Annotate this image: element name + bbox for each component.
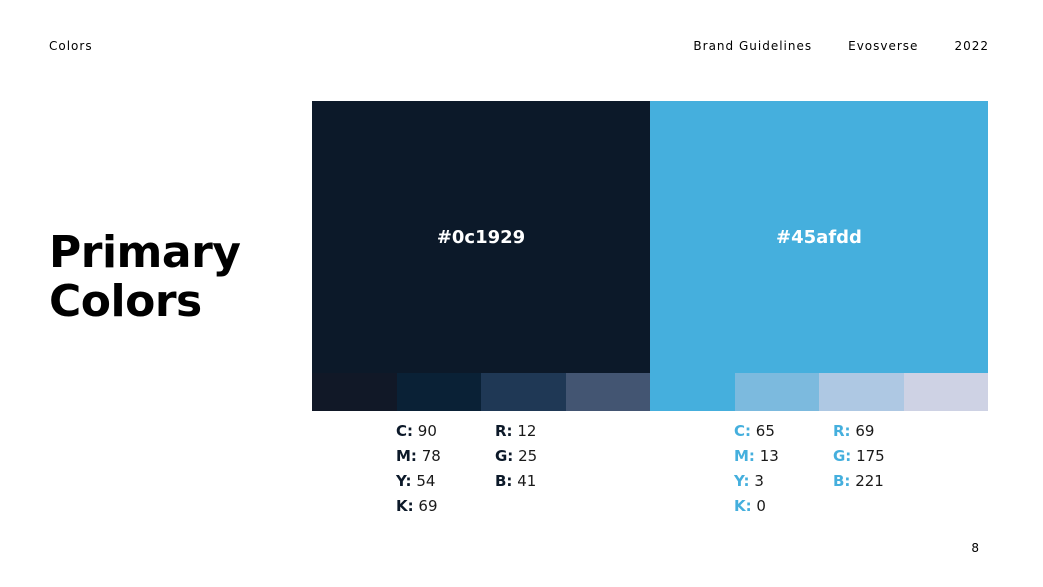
tint-swatch [396,373,481,411]
cmyk-k: K: 0 [734,497,766,515]
header-meta: Brand Guidelines Evosverse 2022 [693,39,989,53]
tint-swatch [650,373,735,411]
page-title-line2: Colors [49,276,202,327]
rgb-values: R: 69 G: 175 B: 221 [833,421,932,521]
rgb-values: R: 12 G: 25 B: 41 [495,421,594,521]
hex-label-dark: #0c1929 [436,227,526,248]
hex-label-light: #45afdd [776,227,862,248]
tint-swatch [734,373,819,411]
cmyk-values: C: 65 M: 13 Y: 3 K: 0 [734,421,833,521]
tint-swatch [312,373,397,411]
tint-swatch [819,373,904,411]
header-company: Evosverse [848,39,919,53]
header-year: 2022 [954,39,989,53]
cmyk-y: Y: 3 [734,472,764,490]
section-label: Colors [49,39,93,53]
tint-swatch [903,373,988,411]
cmyk-m: M: 13 [734,447,779,465]
rgb-g: G: 25 [495,447,538,465]
cmyk-y: Y: 54 [396,472,436,490]
swatch-primary-dark: #0c1929 [312,101,650,373]
cmyk-m: M: 78 [396,447,441,465]
color-values-light: C: 65 M: 13 Y: 3 K: 0 R: 69 G: 175 B: 22… [734,421,932,521]
header-brand-guidelines: Brand Guidelines [693,39,813,53]
tint-swatch [565,373,650,411]
cmyk-k: K: 69 [396,497,438,515]
tint-swatch [481,373,566,411]
rgb-b: B: 41 [495,472,537,490]
rgb-r: R: 12 [495,422,537,440]
color-values-dark: C: 90 M: 78 Y: 54 K: 69 R: 12 G: 25 B: 4… [396,421,594,521]
tint-strip-light [650,373,988,411]
rgb-b: B: 221 [833,472,884,490]
tint-strip-dark [312,373,650,411]
rgb-r: R: 69 [833,422,875,440]
page-title-line1: Primary [49,227,241,278]
cmyk-values: C: 90 M: 78 Y: 54 K: 69 [396,421,495,521]
page-number: 8 [971,541,979,555]
cmyk-c: C: 90 [396,422,437,440]
swatch-primary-light: #45afdd [650,101,988,373]
cmyk-c: C: 65 [734,422,775,440]
rgb-g: G: 175 [833,447,885,465]
page-title: Primary Colors [49,227,241,327]
